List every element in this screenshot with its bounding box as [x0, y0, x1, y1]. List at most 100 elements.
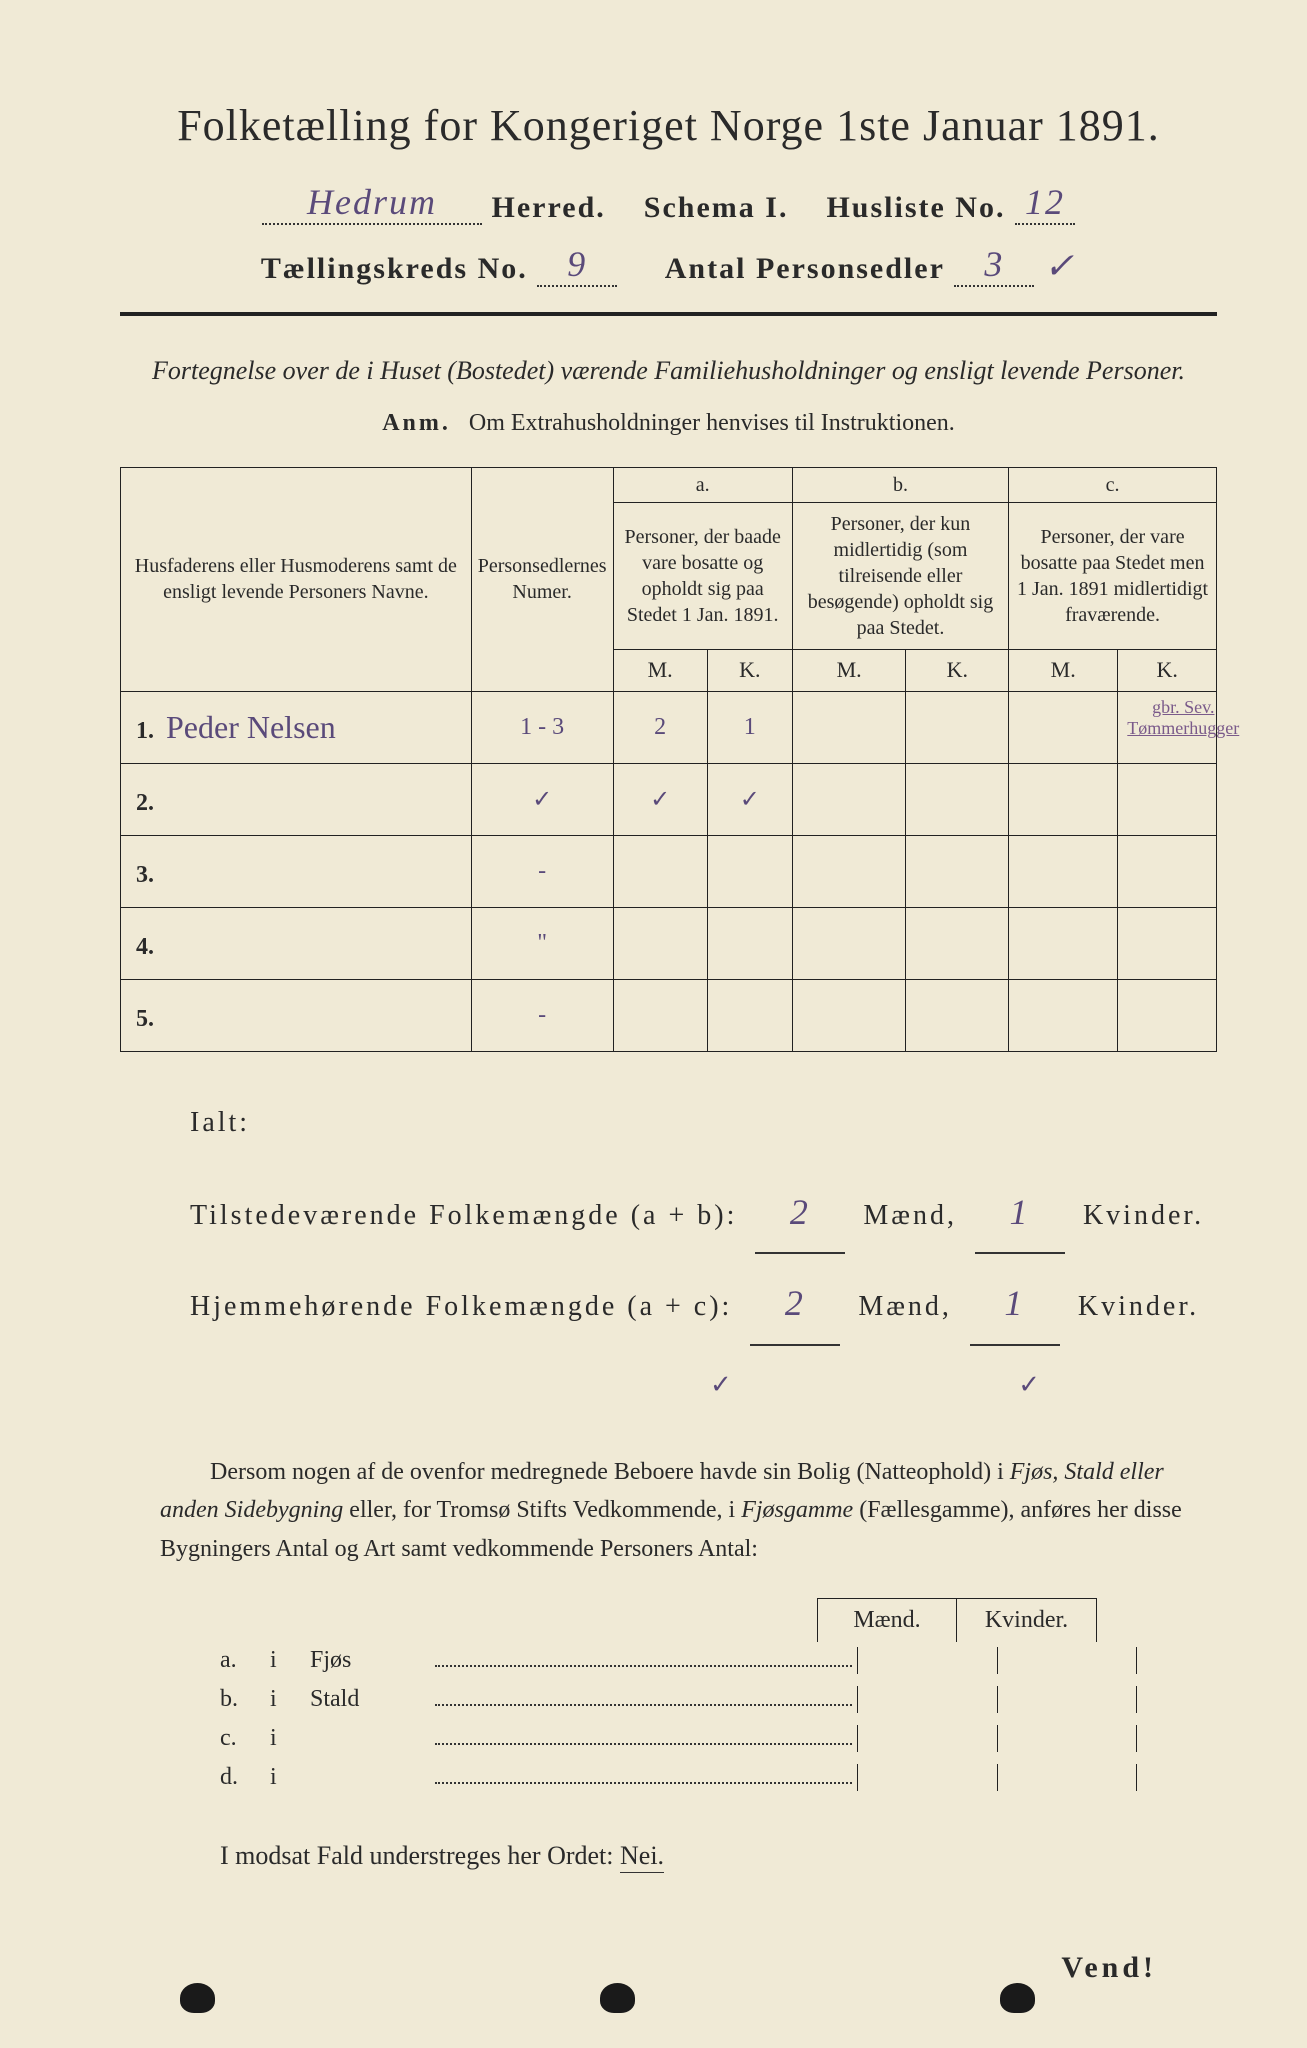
data-cell: 2 [613, 691, 707, 763]
col-b-letter: b. [792, 468, 1008, 503]
name-cell: 3. [121, 835, 472, 907]
nei-word: Nei. [620, 1841, 664, 1873]
data-cell [1118, 763, 1217, 835]
data-cell [906, 979, 1009, 1051]
antal-value: 3 [954, 243, 1034, 287]
col-a-header: Personer, der baade vare bosatte og opho… [613, 503, 792, 650]
data-cell [1118, 979, 1217, 1051]
sub-col-m [857, 1686, 997, 1713]
punch-hole [180, 1983, 215, 2013]
sub-col-m [857, 1725, 997, 1752]
sub-col-k [997, 1725, 1137, 1752]
anm-line: Anm. Om Extrahusholdninger henvises til … [120, 410, 1217, 437]
name-cell: 1.Peder Nelsen [121, 691, 472, 763]
header-line-2: Tællingskreds No. 9 Antal Personsedler 3… [120, 243, 1217, 287]
main-table: Husfaderens eller Husmoderens samt de en… [120, 467, 1217, 1052]
paragraph: Dersom nogen af de ovenfor medregnede Be… [160, 1453, 1197, 1568]
col-cm: M. [1009, 650, 1118, 692]
data-cell [792, 835, 906, 907]
name-cell: 4. [121, 907, 472, 979]
kreds-label: Tællingskreds No. [261, 252, 528, 285]
sub-i: i [270, 1647, 310, 1674]
data-cell [792, 763, 906, 835]
husliste-label: Husliste No. [826, 191, 1005, 224]
sub-cols [857, 1647, 1157, 1674]
sub-i: i [270, 1764, 310, 1791]
sum-line-2: Hjemmehørende Folkemængde (a + c): 2 Mæn… [190, 1264, 1217, 1345]
header-divider [120, 312, 1217, 316]
anm-text: Om Extrahusholdninger henvises til Instr… [469, 410, 955, 436]
data-cell [1009, 763, 1118, 835]
sum-line-1: Tilstedeværende Folkemængde (a + b): 2 M… [190, 1173, 1217, 1254]
data-cell: - [471, 835, 613, 907]
sub-col-m [857, 1647, 997, 1674]
data-cell: - [471, 979, 613, 1051]
table-row: 3.- [121, 835, 1217, 907]
table-row: 1.Peder Nelsen1 - 321 gbr. Sev. Tømmerhug… [121, 691, 1217, 763]
modsat-line: I modsat Fald understreges her Ordet: Ne… [220, 1841, 1217, 1871]
data-cell [792, 979, 906, 1051]
data-cell [1118, 907, 1217, 979]
kreds-value: 9 [537, 243, 617, 287]
col-c-letter: c. [1009, 468, 1217, 503]
data-cell [906, 907, 1009, 979]
ialt-section: Ialt: Tilstedeværende Folkemængde (a + b… [190, 1092, 1217, 1413]
schema-label: Schema I. [644, 191, 789, 224]
sub-col-k [997, 1764, 1137, 1791]
data-cell: ✓ [471, 763, 613, 835]
sub-col-k [997, 1686, 1137, 1713]
col-numer-header: Personsedlernes Numer. [471, 468, 613, 692]
sub-i: i [270, 1686, 310, 1713]
data-cell [613, 907, 707, 979]
header-line-1: Hedrum Herred. Schema I. Husliste No. 12 [120, 181, 1217, 225]
husliste-value: 12 [1015, 181, 1075, 225]
sub-dots [435, 1704, 852, 1706]
table-row: 2.✓✓✓ [121, 763, 1217, 835]
data-cell [613, 835, 707, 907]
col-ck: K. [1118, 650, 1217, 692]
col-a-letter: a. [613, 468, 792, 503]
data-cell [1118, 835, 1217, 907]
col-bm: M. [792, 650, 906, 692]
name-cell: 5. [121, 979, 472, 1051]
data-cell [792, 907, 906, 979]
col-bk: K. [906, 650, 1009, 692]
data-cell [1009, 691, 1118, 763]
sub-row: b. i Stald [220, 1686, 1157, 1713]
sub-name: Fjøs [310, 1647, 430, 1674]
data-cell [906, 691, 1009, 763]
data-cell [1009, 907, 1118, 979]
sub-kvinder: Kvinder. [957, 1598, 1097, 1642]
l2m: 2 [750, 1264, 840, 1345]
data-cell: 1 [707, 691, 792, 763]
page-title: Folketælling for Kongeriget Norge 1ste J… [120, 100, 1217, 151]
margin-note: gbr. Sev. Tømmerhugger [1123, 697, 1243, 739]
sub-letter: b. [220, 1686, 270, 1713]
data-cell [707, 907, 792, 979]
sub-i: i [270, 1725, 310, 1752]
sub-letter: d. [220, 1764, 270, 1791]
sub-row: c. i [220, 1725, 1157, 1752]
col-b-header: Personer, der kun midlertidig (som tilre… [792, 503, 1008, 650]
punch-hole [600, 1983, 635, 2013]
antal-label: Antal Personsedler [665, 252, 945, 285]
data-cell: " [471, 907, 613, 979]
l1k: 1 [975, 1173, 1065, 1254]
table-row: 5.- [121, 979, 1217, 1051]
herred-label: Herred. [492, 191, 606, 224]
sub-maend: Mænd. [817, 1598, 957, 1642]
punch-hole [1000, 1983, 1035, 2013]
checkmarks: ✓ ✓ [710, 1356, 1217, 1413]
sub-letter: a. [220, 1647, 270, 1674]
data-cell: gbr. Sev. Tømmerhugger [1118, 691, 1217, 763]
sub-letter: c. [220, 1725, 270, 1752]
data-cell [792, 691, 906, 763]
sub-dots [435, 1743, 852, 1745]
ialt-label: Ialt: [190, 1092, 1217, 1154]
data-cell [707, 979, 792, 1051]
data-cell [1009, 979, 1118, 1051]
data-cell [906, 763, 1009, 835]
data-cell: ✓ [707, 763, 792, 835]
col-am: M. [613, 650, 707, 692]
data-cell: 1 - 3 [471, 691, 613, 763]
